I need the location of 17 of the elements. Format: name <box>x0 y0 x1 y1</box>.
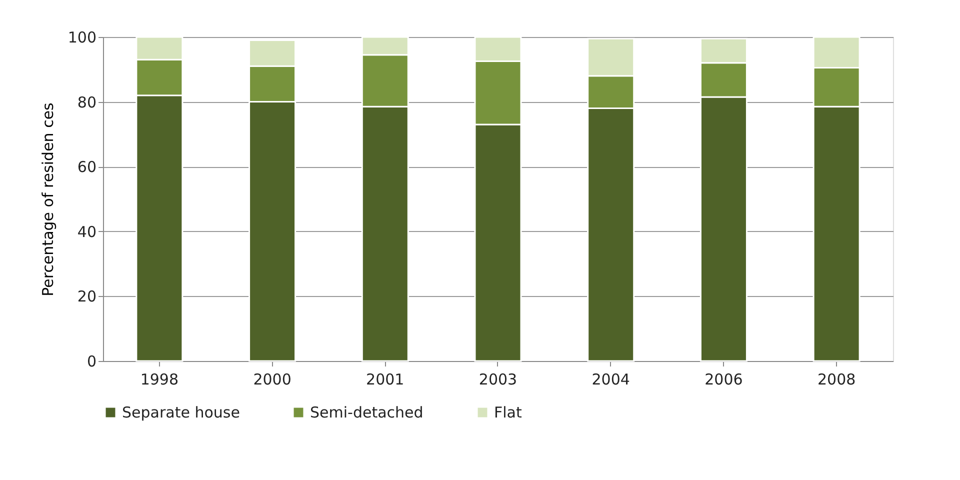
x-tick-label: 2000 <box>253 370 292 388</box>
x-tick-label: 2004 <box>592 370 630 388</box>
y-tick-label: 20 <box>77 288 96 306</box>
legend-label: Separate house <box>122 404 240 422</box>
y-tick-label: 80 <box>77 93 96 112</box>
x-tick-label: 2006 <box>704 370 743 388</box>
legend-label: Semi-detached <box>310 404 424 422</box>
x-tick-label: 2008 <box>817 370 856 388</box>
y-tick-label: 100 <box>68 28 96 46</box>
y-tick-label: 0 <box>86 352 96 370</box>
legend-label: Flat <box>494 404 522 422</box>
y-tick-label: 60 <box>77 158 96 176</box>
x-tick-label: 2003 <box>478 370 518 388</box>
y-tick-label: 40 <box>77 222 96 241</box>
x-tick-label: 1998 <box>140 370 179 388</box>
y-axis-title: Percentage of residen ces <box>38 102 57 296</box>
x-tick-label: 2001 <box>366 370 404 388</box>
